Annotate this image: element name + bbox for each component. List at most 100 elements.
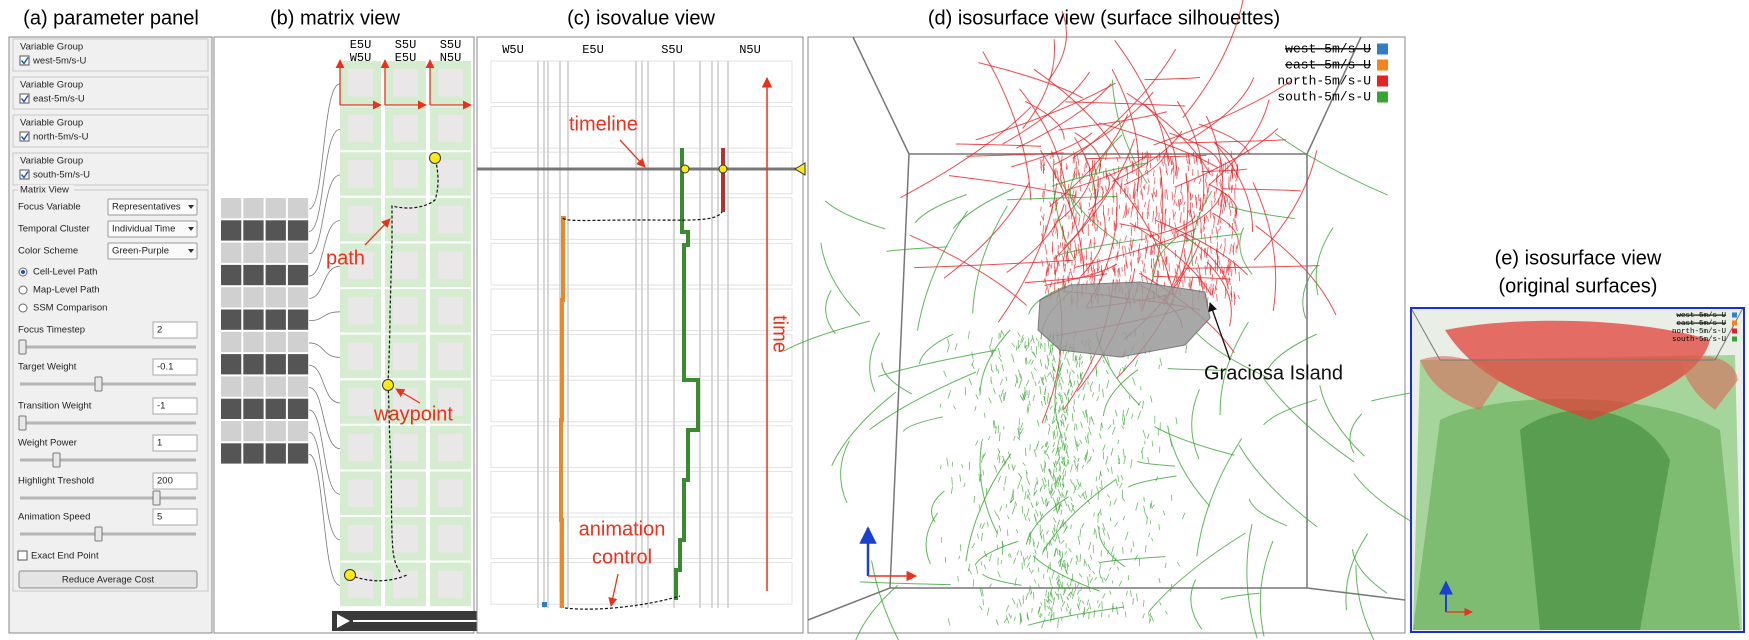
- legend-label[interactable]: east-5m/s-U: [1676, 320, 1726, 328]
- checkbox[interactable]: [19, 93, 30, 104]
- cluster-cell: [221, 287, 242, 308]
- silhouette-red: [1140, 188, 1144, 201]
- silhouette-green: [1030, 502, 1034, 509]
- silhouette-red: [1227, 279, 1230, 286]
- silhouette-red: [1064, 263, 1066, 273]
- silhouette-green: [1106, 356, 1110, 365]
- silhouette-red: [1170, 227, 1174, 234]
- slider-thumb[interactable]: [18, 415, 27, 431]
- checkbox[interactable]: [19, 131, 30, 142]
- silhouette-green: [855, 584, 899, 640]
- silhouette-green: [1069, 173, 1081, 217]
- silhouette-green: [831, 391, 897, 466]
- cluster-cell: [287, 198, 309, 219]
- checkbox[interactable]: [19, 55, 30, 66]
- silhouette-red: [1119, 183, 1122, 195]
- silhouette-green: [1162, 510, 1166, 516]
- text-input[interactable]: [152, 472, 198, 490]
- silhouette-red: [1173, 173, 1175, 184]
- cluster-cell: [243, 376, 264, 397]
- silhouette-green: [1048, 605, 1052, 611]
- legend-label[interactable]: north-5m/s-U: [1672, 328, 1726, 336]
- silhouette-red: [1178, 198, 1181, 211]
- silhouette-red: [1144, 234, 1147, 241]
- legend-label[interactable]: south-5m/s-U: [1672, 336, 1726, 344]
- silhouette-red: [1125, 166, 1128, 172]
- silhouette-green: [1098, 570, 1102, 579]
- slider-thumb[interactable]: [152, 490, 161, 506]
- dropdown[interactable]: [107, 220, 198, 238]
- silhouette-green: [1081, 600, 1085, 605]
- silhouette-green: [1080, 421, 1083, 429]
- silhouette-red: [1174, 222, 1177, 230]
- play-button[interactable]: [337, 614, 350, 628]
- dropdown-label: Temporal Cluster: [18, 224, 90, 235]
- legend-label[interactable]: north-5m/s-U: [1277, 73, 1371, 88]
- text-input[interactable]: [152, 397, 198, 415]
- radio[interactable]: [18, 285, 28, 295]
- dropdown[interactable]: [107, 242, 198, 260]
- silhouette-green: [1148, 612, 1150, 617]
- silhouette-green: [1061, 559, 1065, 566]
- silhouette-green: [983, 550, 988, 558]
- silhouette-green: [1044, 374, 1047, 382]
- silhouette-green: [1026, 611, 1030, 621]
- matrix-cell-inner: [393, 342, 418, 371]
- silhouette-red: [1188, 153, 1190, 165]
- silhouette-green: [1053, 380, 1057, 390]
- matrix-cell-inner: [348, 479, 373, 507]
- slider-thumb[interactable]: [18, 339, 27, 355]
- checkbox[interactable]: [17, 550, 28, 561]
- silhouette-green: [1007, 515, 1010, 520]
- silhouette-red: [1223, 270, 1225, 275]
- slider-thumb[interactable]: [94, 376, 103, 392]
- text-input[interactable]: [152, 321, 198, 339]
- silhouette-green: [1053, 401, 1058, 411]
- silhouette-red: [1180, 192, 1184, 201]
- silhouette-green: [967, 563, 971, 572]
- field-label: Weight Power: [18, 438, 77, 449]
- silhouette-red: [1128, 274, 1132, 283]
- silhouette-green: [1057, 458, 1060, 465]
- silhouette-green: [840, 440, 850, 504]
- silhouette-green: [1043, 395, 1047, 405]
- button[interactable]: [18, 570, 198, 589]
- silhouette-green: [1059, 359, 1062, 367]
- text-input[interactable]: [152, 508, 198, 526]
- radio[interactable]: [18, 303, 28, 313]
- silhouette-green: [1011, 597, 1016, 605]
- legend-label[interactable]: south-5m/s-U: [1277, 89, 1371, 104]
- silhouette-green: [1070, 464, 1073, 473]
- silhouette-green: [1057, 372, 1061, 380]
- text-input[interactable]: [152, 434, 198, 452]
- dropdown[interactable]: [107, 198, 198, 216]
- silhouette-red: [1122, 245, 1125, 258]
- silhouette-green: [1088, 426, 1092, 436]
- surface-red: [1680, 356, 1738, 410]
- silhouette-green: [1122, 601, 1125, 610]
- checkbox[interactable]: [19, 169, 30, 180]
- silhouette-red: [1186, 158, 1189, 164]
- silhouette-green: [1011, 342, 1015, 348]
- silhouette-green: [1100, 508, 1102, 516]
- silhouette-green: [1053, 527, 1056, 533]
- silhouette-green: [1079, 554, 1082, 563]
- timeline-handle[interactable]: [794, 162, 806, 176]
- silhouette-green: [1065, 394, 1068, 401]
- silhouette-green: [1146, 516, 1148, 525]
- silhouette-green: [1078, 573, 1083, 578]
- silhouette-red: [1147, 178, 1150, 184]
- silhouette-green: [992, 420, 995, 429]
- text-input[interactable]: [152, 358, 198, 376]
- silhouette-red: [1220, 190, 1224, 196]
- silhouette-red: [1119, 223, 1160, 239]
- silhouette-red: [1044, 244, 1048, 255]
- slider-thumb[interactable]: [52, 452, 61, 468]
- marker: [542, 602, 547, 607]
- legend-label[interactable]: west-5m/s-U: [1676, 312, 1726, 320]
- silhouette-green: [1111, 79, 1148, 184]
- slider-thumb[interactable]: [94, 526, 103, 542]
- silhouette-green: [1061, 394, 1064, 404]
- silhouette-green: [1102, 388, 1104, 398]
